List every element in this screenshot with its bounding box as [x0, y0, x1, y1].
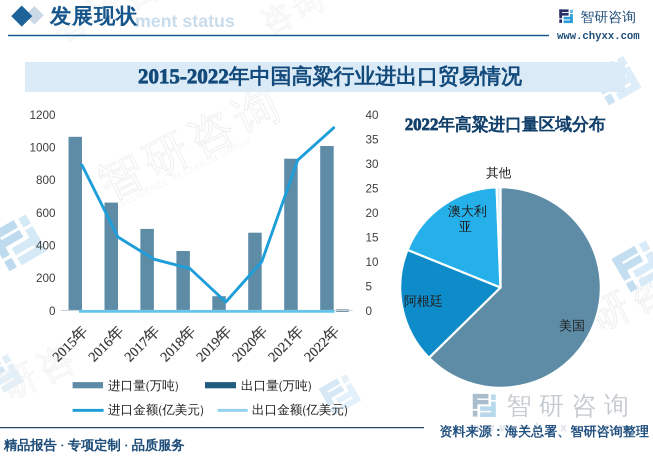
svg-text:ment status: ment status [135, 11, 235, 31]
svg-text:1000: 1000 [29, 142, 56, 155]
svg-text:15: 15 [366, 231, 380, 244]
svg-text:0: 0 [49, 305, 56, 318]
svg-text:5: 5 [366, 280, 373, 293]
svg-text:www.chyxx.com: www.chyxx.com [557, 31, 640, 43]
svg-text:200: 200 [36, 272, 56, 285]
svg-text:400: 400 [36, 240, 56, 253]
svg-text:1200: 1200 [29, 109, 56, 122]
svg-text:35: 35 [366, 133, 380, 146]
svg-text:30: 30 [366, 158, 380, 171]
svg-text:25: 25 [366, 182, 380, 195]
svg-text:40: 40 [366, 109, 380, 122]
svg-text:800: 800 [36, 174, 56, 187]
svg-text:10: 10 [366, 256, 380, 269]
svg-text:20: 20 [366, 207, 380, 220]
svg-text:0: 0 [366, 305, 373, 318]
svg-text:600: 600 [36, 207, 56, 220]
